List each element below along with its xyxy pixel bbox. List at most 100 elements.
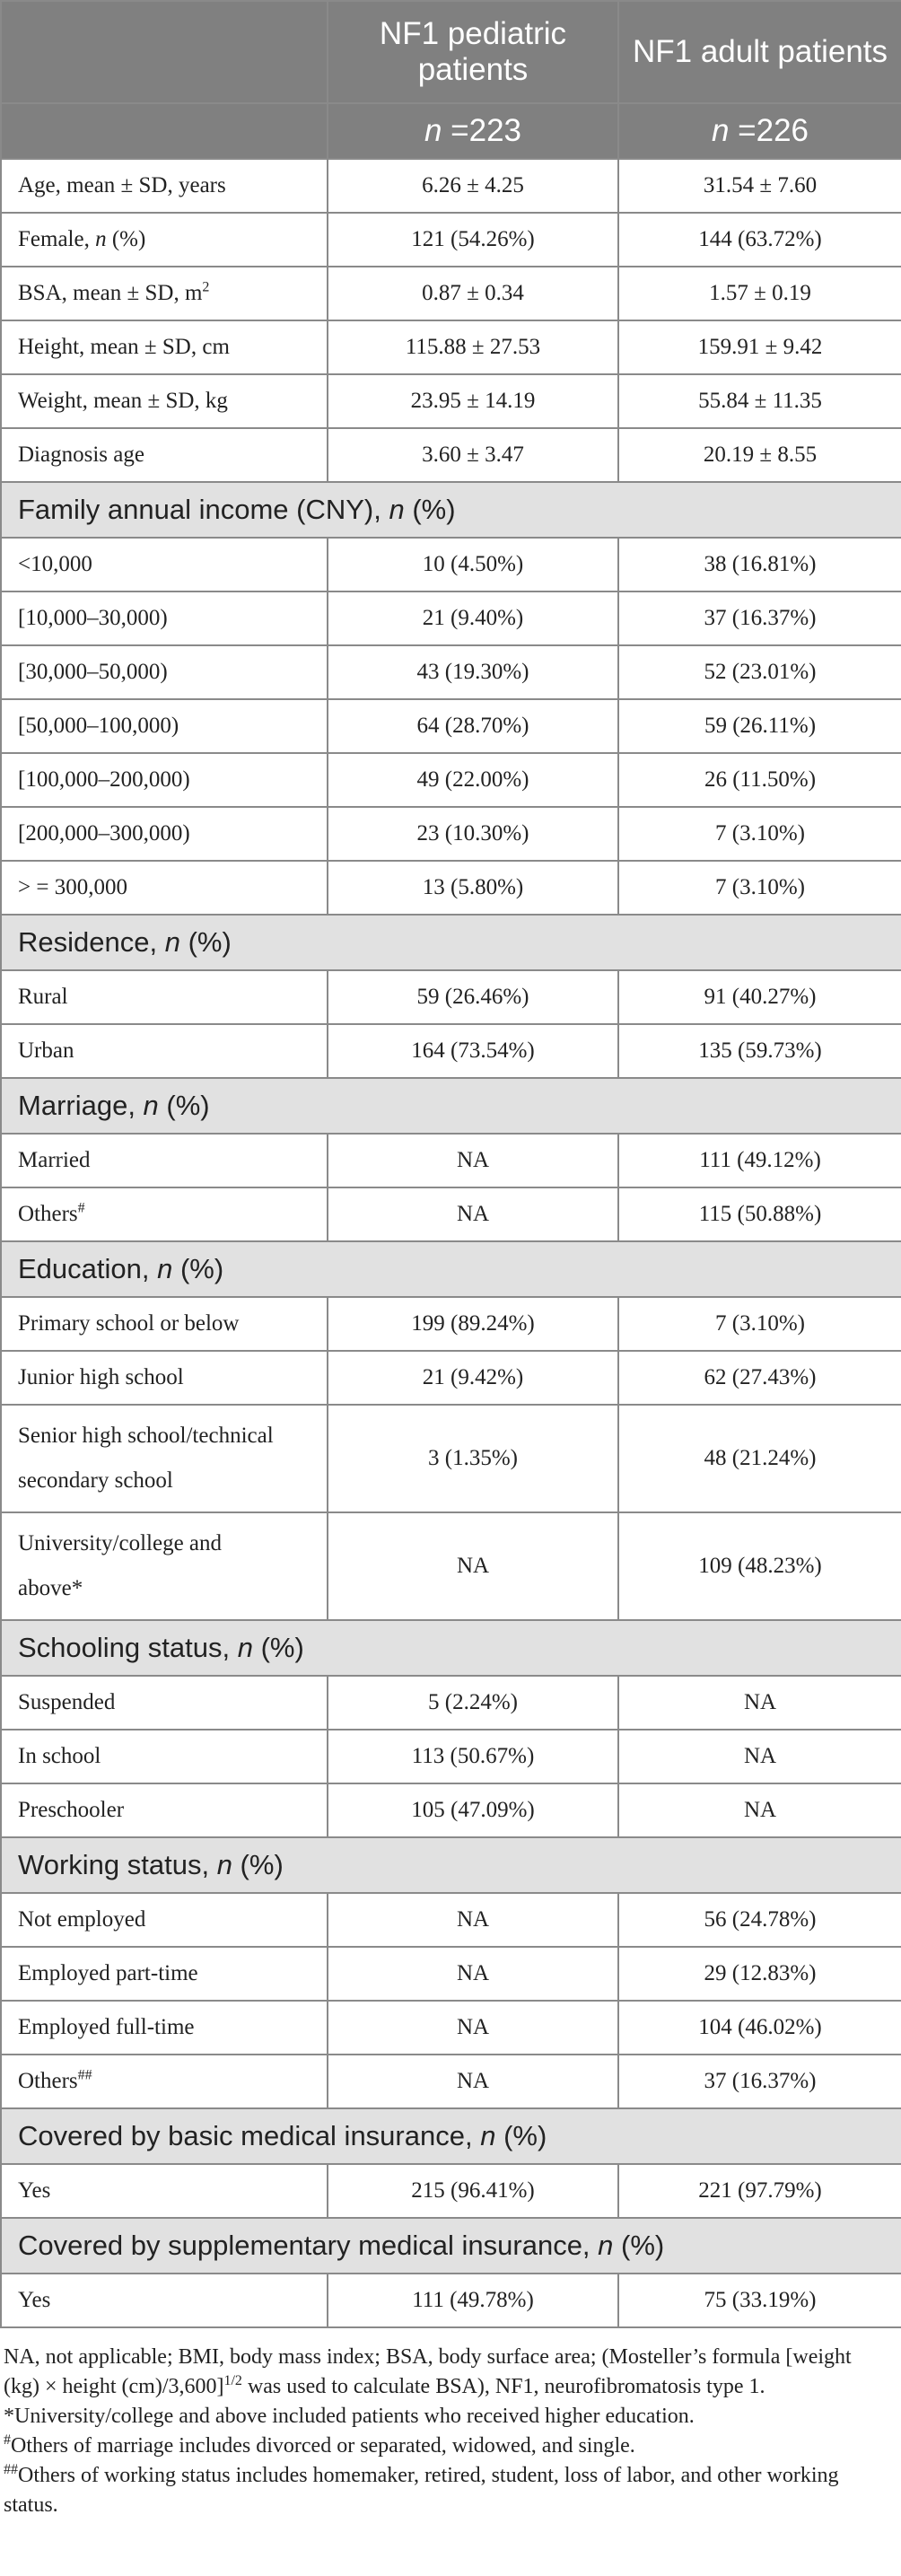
pediatric-value: NA	[327, 1187, 619, 1242]
adult-value: 29 (12.83%)	[617, 1946, 901, 2002]
table-row: Suspended 5 (2.24%) NA	[0, 1675, 901, 1730]
pediatric-value: 5 (2.24%)	[327, 1675, 619, 1730]
section-title: Marriage, n (%)	[0, 1077, 901, 1135]
table-row: Female, n (%) 121 (54.26%) 144 (63.72%)	[0, 212, 901, 267]
row-label: <10,000	[0, 537, 328, 592]
adult-value: 109 (48.23%)	[617, 1511, 901, 1621]
section-title: Family annual income (CNY), n (%)	[0, 481, 901, 539]
adult-value: 159.91 ± 9.42	[617, 320, 901, 375]
header-adult: NF1 adult patients	[617, 0, 901, 104]
adult-value: 115 (50.88%)	[617, 1187, 901, 1242]
table-row: Primary school or below 199 (89.24%) 7 (3.…	[0, 1296, 901, 1352]
table-row: Height, mean ± SD, cm 115.88 ± 27.53 159…	[0, 320, 901, 375]
row-label: Suspended	[0, 1675, 328, 1730]
pediatric-value: 49 (22.00%)	[327, 752, 619, 808]
demographics-table: NF1 pediatric patients NF1 adult patient…	[0, 0, 901, 2328]
section-header-education: Education, n (%)	[0, 1240, 901, 1298]
row-label: Primary school or below	[0, 1296, 328, 1352]
table-row: [200,000–300,000) 23 (10.30%) 7 (3.10%)	[0, 806, 901, 862]
table-row: [10,000–30,000) 21 (9.40%) 37 (16.37%)	[0, 591, 901, 646]
row-label: Yes	[0, 2273, 328, 2328]
pediatric-value: 164 (73.54%)	[327, 1023, 619, 1079]
pediatric-value: 115.88 ± 27.53	[327, 320, 619, 375]
adult-value: 221 (97.79%)	[617, 2163, 901, 2219]
adult-value: 20.19 ± 8.55	[617, 427, 901, 483]
table-row: Yes 111 (49.78%) 75 (33.19%)	[0, 2273, 901, 2328]
pediatric-value: 199 (89.24%)	[327, 1296, 619, 1352]
pediatric-value: NA	[327, 1511, 619, 1621]
table-row: Not employed NA 56 (24.78%)	[0, 1892, 901, 1948]
adult-value: NA	[617, 1675, 901, 1730]
row-label: Yes	[0, 2163, 328, 2219]
row-label: Urban	[0, 1023, 328, 1079]
table-row: Rural 59 (26.46%) 91 (40.27%)	[0, 969, 901, 1025]
table-row: Yes 215 (96.41%) 221 (97.79%)	[0, 2163, 901, 2219]
pediatric-value: 64 (28.70%)	[327, 698, 619, 754]
table-row: Junior high school 21 (9.42%) 62 (27.43%)	[0, 1350, 901, 1406]
section-header-residence: Residence, n (%)	[0, 914, 901, 971]
row-label: [50,000–100,000)	[0, 698, 328, 754]
table-row: Diagnosis age 3.60 ± 3.47 20.19 ± 8.55	[0, 427, 901, 483]
pediatric-value: 59 (26.46%)	[327, 969, 619, 1025]
row-label: Married	[0, 1133, 328, 1188]
adult-value: 56 (24.78%)	[617, 1892, 901, 1948]
table-row: Urban 164 (73.54%) 135 (59.73%)	[0, 1023, 901, 1079]
section-header-marriage: Marriage, n (%)	[0, 1077, 901, 1135]
table-row: [50,000–100,000) 64 (28.70%) 59 (26.11%)	[0, 698, 901, 754]
pediatric-value: NA	[327, 1892, 619, 1948]
pediatric-value: 215 (96.41%)	[327, 2163, 619, 2219]
adult-value: 7 (3.10%)	[617, 806, 901, 862]
pediatric-value: 23.95 ± 14.19	[327, 373, 619, 429]
header-n-row: n =223 n =226	[0, 102, 901, 160]
footnote-marriage: #Others of marriage includes divorced or…	[4, 2432, 635, 2458]
table-row: Married NA 111 (49.12%)	[0, 1133, 901, 1188]
table-row: BSA, mean ± SD, m2 0.87 ± 0.34 1.57 ± 0.…	[0, 266, 901, 321]
pediatric-value: 21 (9.40%)	[327, 591, 619, 646]
pediatric-value: 111 (49.78%)	[327, 2273, 619, 2328]
adult-value: 38 (16.81%)	[617, 537, 901, 592]
adult-value: 31.54 ± 7.60	[617, 158, 901, 214]
pediatric-value: NA	[327, 1946, 619, 2002]
section-title: Working status, n (%)	[0, 1836, 901, 1894]
table-row: [100,000–200,000) 49 (22.00%) 26 (11.50%)	[0, 752, 901, 808]
table-footnotes: NA, not applicable; BMI, body mass index…	[0, 2328, 901, 2520]
adult-value: 7 (3.10%)	[617, 860, 901, 916]
section-title: Schooling status, n (%)	[0, 1619, 901, 1677]
section-header-basic-insurance: Covered by basic medical insurance, n (%…	[0, 2107, 901, 2165]
adult-value: 52 (23.01%)	[617, 644, 901, 700]
pediatric-value: 3 (1.35%)	[327, 1404, 619, 1513]
table-row: Others# NA 115 (50.88%)	[0, 1187, 901, 1242]
adult-value: 1.57 ± 0.19	[617, 266, 901, 321]
adult-value: 7 (3.10%)	[617, 1296, 901, 1352]
table-row: <10,000 10 (4.50%) 38 (16.81%)	[0, 537, 901, 592]
adult-value: 37 (16.37%)	[617, 2054, 901, 2109]
row-label: Not employed	[0, 1892, 328, 1948]
adult-value: NA	[617, 1783, 901, 1838]
section-header-income: Family annual income (CNY), n (%)	[0, 481, 901, 539]
adult-value: 111 (49.12%)	[617, 1133, 901, 1188]
row-label: Weight, mean ± SD, kg	[0, 373, 328, 429]
pediatric-value: 121 (54.26%)	[327, 212, 619, 267]
footnote-university: *University/college and above included p…	[4, 2405, 695, 2428]
section-title: Residence, n (%)	[0, 914, 901, 971]
row-label: Others##	[0, 2054, 328, 2109]
row-label: Others#	[0, 1187, 328, 1242]
adult-value: 26 (11.50%)	[617, 752, 901, 808]
pediatric-value: 13 (5.80%)	[327, 860, 619, 916]
section-title: Covered by basic medical insurance, n (%…	[0, 2107, 901, 2165]
row-label: [100,000–200,000)	[0, 752, 328, 808]
row-label: Female, n (%)	[0, 212, 328, 267]
header-n-pediatric: n =223	[327, 102, 619, 160]
row-label: Senior high school/technical secondary sc…	[0, 1404, 328, 1513]
section-header-working: Working status, n (%)	[0, 1836, 901, 1894]
adult-value: 91 (40.27%)	[617, 969, 901, 1025]
adult-value: 144 (63.72%)	[617, 212, 901, 267]
header-n-adult: n =226	[617, 102, 901, 160]
section-title: Covered by supplementary medical insuran…	[0, 2217, 901, 2274]
row-label: Age, mean ± SD, years	[0, 158, 328, 214]
table-row: University/college and above* NA 109 (48.23…	[0, 1511, 901, 1621]
pediatric-value: 43 (19.30%)	[327, 644, 619, 700]
pediatric-value: 21 (9.42%)	[327, 1350, 619, 1406]
pediatric-value: 23 (10.30%)	[327, 806, 619, 862]
row-label: Height, mean ± SD, cm	[0, 320, 328, 375]
